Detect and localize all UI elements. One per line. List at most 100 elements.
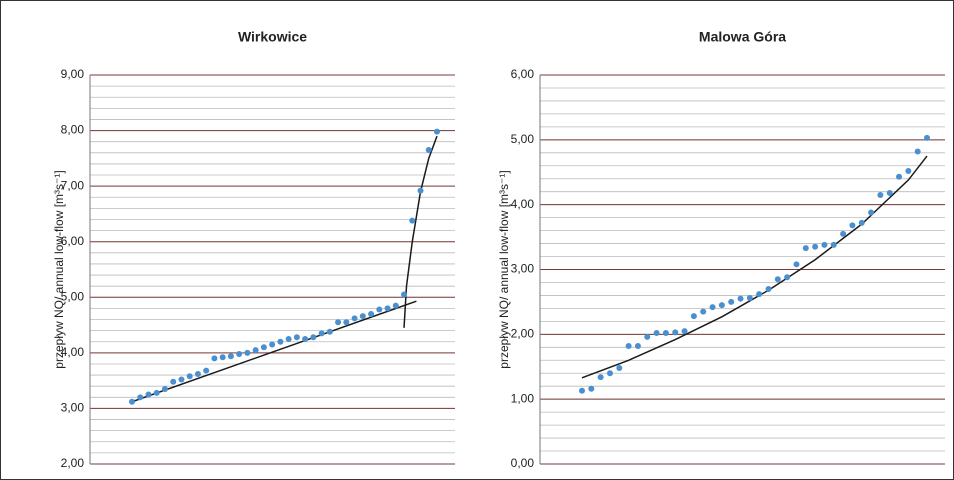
data-point	[343, 319, 350, 326]
data-point	[625, 343, 632, 350]
data-point	[858, 219, 865, 226]
data-point	[914, 148, 921, 155]
data-point	[392, 302, 399, 309]
data-point	[905, 167, 912, 174]
data-point	[326, 328, 333, 335]
data-point	[728, 298, 735, 305]
data-point	[211, 355, 218, 362]
y-tick-label: 8,00	[61, 123, 85, 137]
data-point	[588, 385, 595, 392]
data-point	[335, 319, 342, 326]
data-point	[260, 344, 267, 351]
data-point	[203, 367, 210, 374]
data-point	[877, 191, 884, 198]
data-point	[137, 394, 144, 401]
data-point	[690, 313, 697, 320]
data-point	[359, 313, 366, 320]
data-point	[368, 310, 375, 317]
trend-line	[403, 135, 438, 328]
data-point	[186, 373, 193, 380]
data-point	[425, 147, 432, 154]
y-tick-label: 3,00	[61, 401, 85, 415]
data-point	[802, 245, 809, 252]
data-point	[718, 302, 725, 309]
data-point	[310, 334, 317, 341]
y-tick-label: 0,00	[511, 456, 535, 470]
chart-title: Malowa Góra	[699, 29, 786, 45]
y-tick-label: 6,00	[511, 67, 535, 81]
data-point	[302, 335, 309, 342]
data-point	[849, 222, 856, 229]
data-point	[178, 376, 185, 383]
y-tick-label: 3,00	[511, 262, 535, 276]
data-point	[269, 341, 276, 348]
data-point	[672, 329, 679, 336]
y-tick-label: 2,00	[61, 456, 85, 470]
data-point	[145, 391, 152, 398]
data-point	[376, 306, 383, 313]
data-point	[277, 338, 284, 345]
data-point	[868, 209, 875, 216]
data-point	[417, 187, 424, 194]
y-tick-label: 1,00	[511, 391, 535, 405]
data-point	[194, 370, 201, 377]
data-point	[746, 295, 753, 302]
chart-title: Wirkowice	[238, 29, 307, 45]
data-point	[244, 349, 251, 356]
y-tick-label: 9,00	[61, 67, 85, 81]
data-point	[924, 134, 930, 141]
data-point	[434, 128, 440, 135]
data-point	[616, 365, 623, 372]
y-tick-label: 4,00	[61, 345, 85, 359]
data-point	[709, 304, 716, 311]
data-point	[756, 291, 763, 298]
y-tick-label: 5,00	[511, 132, 535, 146]
data-point	[597, 374, 604, 381]
data-point	[236, 350, 243, 357]
data-point	[765, 285, 772, 292]
data-point	[644, 333, 651, 340]
data-point	[318, 330, 325, 337]
data-point	[384, 305, 391, 312]
data-point	[812, 243, 819, 250]
data-point	[227, 353, 234, 360]
data-point	[129, 398, 135, 405]
data-point	[886, 189, 893, 196]
data-point	[409, 217, 416, 224]
data-point	[285, 335, 292, 342]
data-point	[252, 347, 259, 354]
data-point	[401, 291, 408, 298]
data-point	[793, 261, 800, 268]
data-point	[774, 276, 781, 283]
trend-line	[131, 300, 417, 403]
data-point	[830, 241, 837, 248]
y-axis-label: przepływ NQ/ annual low-flow [m³s⁻¹]	[52, 170, 66, 368]
y-tick-label: 2,00	[511, 327, 535, 341]
data-point	[153, 389, 160, 396]
data-point	[653, 330, 660, 337]
data-point	[737, 295, 744, 302]
y-tick-label: 4,00	[511, 197, 535, 211]
data-point	[700, 308, 707, 315]
data-point	[821, 241, 828, 248]
data-point	[579, 387, 585, 394]
data-point	[161, 385, 168, 392]
data-point	[219, 354, 226, 361]
y-tick-label: 7,00	[61, 178, 85, 192]
data-point	[634, 343, 641, 350]
y-tick-label: 5,00	[61, 289, 85, 303]
data-point	[784, 274, 791, 281]
data-point	[840, 230, 847, 237]
y-axis-label: przepływ NQ/ annual low-flow [m³s⁻¹]	[497, 170, 511, 368]
data-point	[681, 328, 688, 335]
data-point	[170, 378, 177, 385]
data-point	[606, 370, 613, 377]
data-point	[293, 334, 300, 341]
data-point	[662, 330, 669, 337]
data-point	[896, 173, 903, 180]
y-tick-label: 6,00	[61, 234, 85, 248]
data-point	[351, 315, 358, 322]
trend-line	[581, 155, 928, 379]
